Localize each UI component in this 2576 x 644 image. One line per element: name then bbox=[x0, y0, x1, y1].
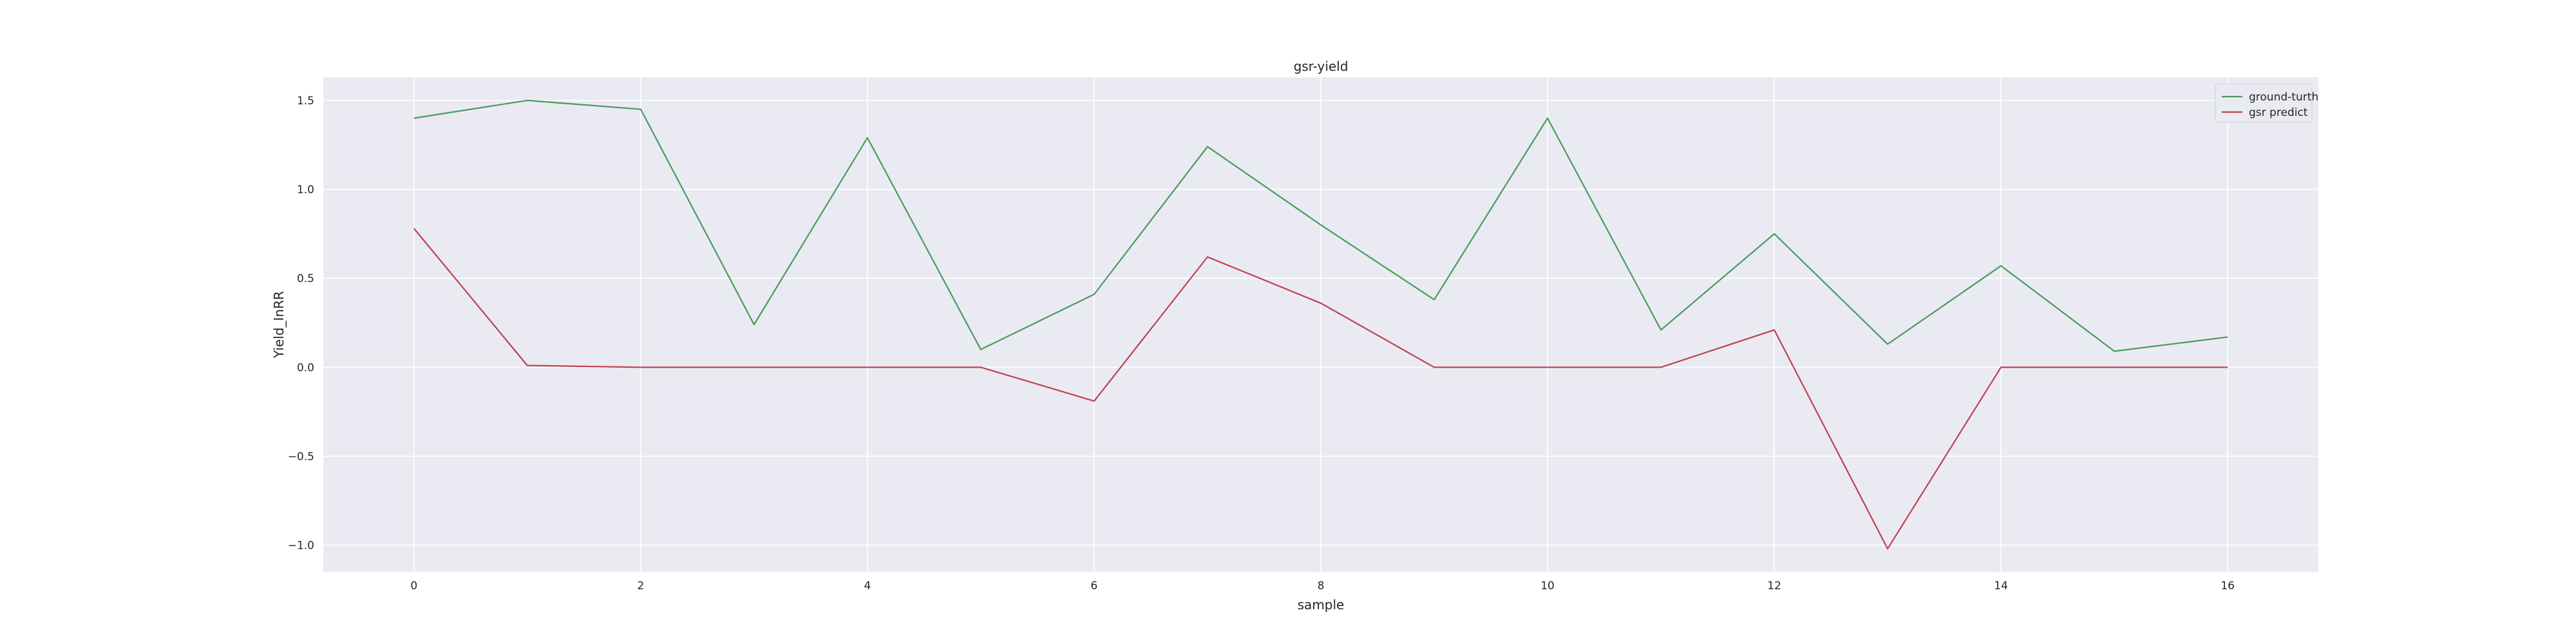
x-tick-label: 8 bbox=[1318, 580, 1325, 592]
legend-label-gsr-predict: gsr predict bbox=[2249, 106, 2308, 119]
legend: ground-turth gsr predict bbox=[2215, 83, 2318, 123]
y-axis-label: Yield_InRR bbox=[271, 291, 287, 359]
y-tick-label: −0.5 bbox=[288, 450, 314, 463]
x-axis-label: sample bbox=[1298, 597, 1345, 612]
x-tick-label: 12 bbox=[1767, 580, 1781, 592]
y-tick-label: 1.0 bbox=[297, 184, 314, 196]
legend-label-ground-turth: ground-turth bbox=[2249, 91, 2318, 104]
x-tick-label: 2 bbox=[637, 580, 644, 592]
x-tick-label: 10 bbox=[1540, 580, 1555, 592]
series-line-ground-turth bbox=[413, 99, 2228, 352]
chart-title: gsr-yield bbox=[1294, 59, 1349, 74]
x-tick-label: 0 bbox=[410, 580, 417, 592]
y-tick-label: 0.0 bbox=[297, 361, 314, 374]
x-tick-label: 16 bbox=[2221, 580, 2235, 592]
series-line-gsr-predict bbox=[413, 228, 2228, 550]
x-tick-label: 14 bbox=[1994, 580, 2008, 592]
y-tick-label: 1.5 bbox=[297, 95, 314, 108]
series-layer bbox=[413, 99, 2228, 550]
y-tick-label: −1.0 bbox=[288, 540, 314, 553]
x-tick-label: 4 bbox=[864, 580, 871, 592]
y-tick-labels: −1.0 −0.5 0.0 0.5 1.0 1.5 bbox=[288, 95, 314, 553]
x-tick-labels: 0 2 4 6 8 10 12 14 16 bbox=[410, 580, 2235, 592]
y-tick-label: 0.5 bbox=[297, 272, 314, 285]
x-tick-label: 6 bbox=[1091, 580, 1098, 592]
grid-lines bbox=[323, 77, 2318, 572]
